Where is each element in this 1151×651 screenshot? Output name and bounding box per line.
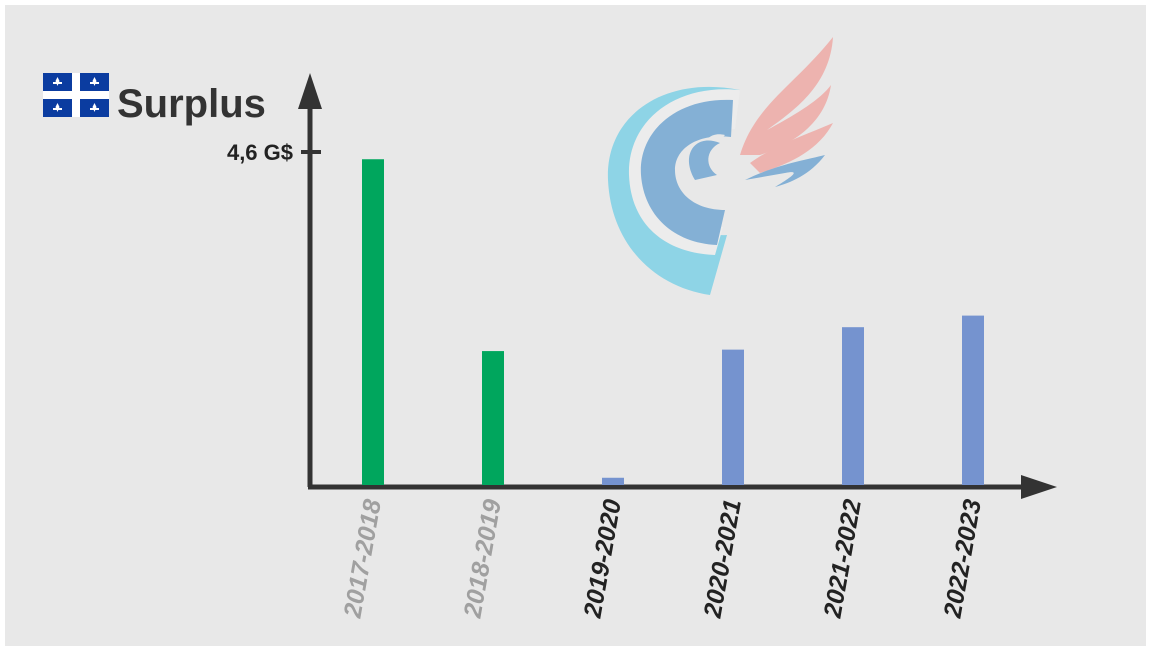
bar-2017-2018: [362, 159, 384, 485]
y-axis-arrow-icon: [298, 73, 322, 109]
surplus-bar-chart: Surplus 4,6 G$ 2017-2018 2018-2019 2019-20…: [43, 37, 1057, 621]
chart-canvas: Surplus 4,6 G$ 2017-2018 2018-2019 2019-20…: [5, 5, 1146, 646]
x-axis-arrow-icon: [1021, 475, 1057, 499]
x-tick-label: 2019-2020: [578, 497, 627, 621]
party-logo-icon: [607, 37, 833, 295]
quebec-flag-icon: [43, 73, 109, 117]
x-tick-label: 2020-2021: [698, 497, 747, 621]
bar-2018-2019: [482, 351, 504, 485]
chart-axes: [298, 73, 1057, 499]
bar-2021-2022: [842, 327, 864, 485]
x-tick-label: 2018-2019: [458, 497, 507, 621]
x-tick-label: 2022-2023: [938, 497, 987, 621]
y-tick-label: 4,6 G$: [227, 140, 293, 165]
x-tick-label: 2021-2022: [818, 497, 867, 621]
x-tick-label: 2017-2018: [338, 497, 387, 621]
chart-title: Surplus: [117, 82, 266, 126]
bar-2020-2021: [722, 349, 744, 485]
bar-2019-2020: [602, 477, 624, 485]
bar-2022-2023: [962, 315, 984, 485]
